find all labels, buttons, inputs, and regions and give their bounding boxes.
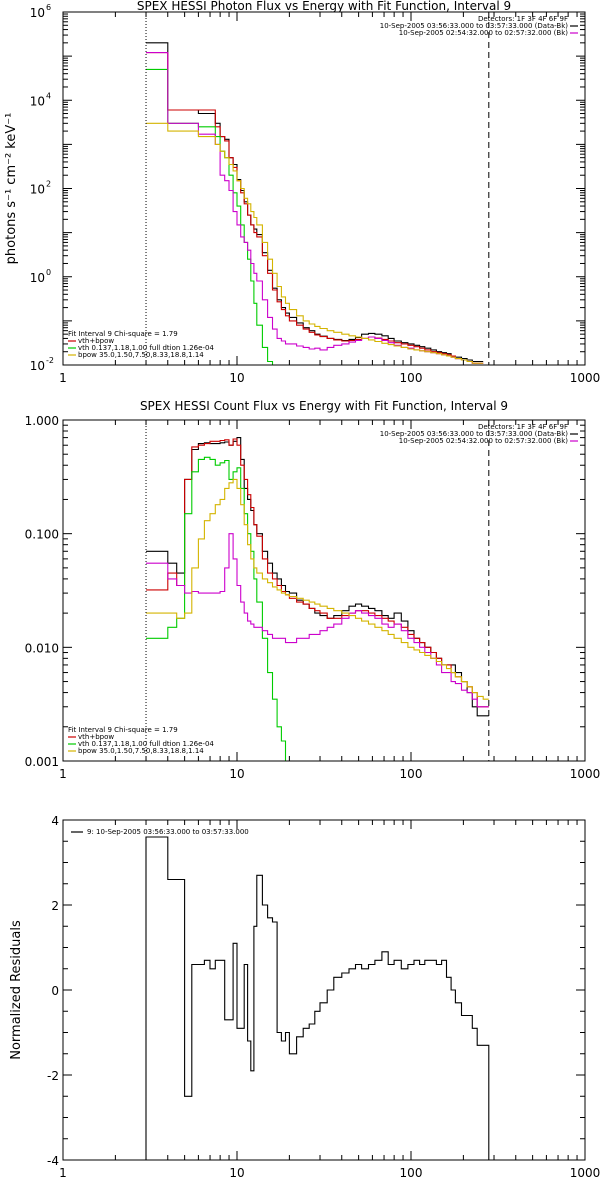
y-tick-label: 10: [30, 94, 45, 108]
legend-bottom-entry: vth 0.137,1.18,1.00 full dtion 1.26e-04: [78, 740, 214, 748]
chart-residuals: 1 10 100 1000 -4 -2 0 2 4 Normalized Residuals 9: …: [9, 814, 600, 1180]
legend-top-entry: 10-Sep-2005 02:54:32.000 to 02:57:32.000…: [399, 437, 569, 445]
x-tick-label: 1: [59, 371, 67, 385]
series-magenta-line: [146, 533, 489, 708]
series-yellow-line: [146, 122, 484, 364]
legend-bottom-entry: vth+bpow: [78, 337, 114, 345]
y-tick-base: 10: [30, 183, 45, 197]
series-green-line: [146, 456, 489, 762]
y-axis-label: Normalized Residuals: [9, 920, 24, 1060]
series-black-line: [146, 437, 489, 717]
series-yellow-line: [146, 478, 489, 700]
series-magenta-line: [146, 52, 484, 364]
x-tick-label: 1000: [570, 767, 600, 781]
plot-frame: [62, 419, 586, 762]
x-tick-label: 10: [229, 1166, 244, 1180]
x-tick-label: 100: [400, 371, 423, 385]
series-black-line: [146, 42, 484, 363]
y-tick-label: -4: [47, 1154, 59, 1168]
x-tick-label: 100: [400, 767, 423, 781]
y-tick-base: 10: [30, 94, 45, 108]
series-black-line: [145, 836, 490, 1160]
legend-bottom-entry: Fit Interval 9 Chi-square = 1.79: [68, 330, 178, 338]
x-tick-label: 1000: [570, 1166, 600, 1180]
y-tick-label: 0.010: [25, 641, 59, 655]
series-red-line: [146, 52, 484, 364]
y-tick-label: 10: [30, 6, 45, 20]
legend-top-entry: 9: 10-Sep-2005 03:56:33.000 to 03:57:33.…: [87, 828, 249, 836]
x-tick-label: 100: [400, 1166, 423, 1180]
legend-bottom-entry: vth 0.137,1.18,1.00 full dtion 1.26e-04: [78, 344, 214, 352]
y-tick-exponent: 4: [46, 91, 51, 100]
x-tick-label: 1000: [570, 371, 600, 385]
legend-bottom-entry: Fit Interval 9 Chi-square = 1.79: [68, 726, 178, 734]
x-tick-label: 10: [229, 371, 244, 385]
chart-count: SPEX HESSI Count Flux vs Energy with Fit…: [25, 399, 600, 781]
legend-top-entry: 10-Sep-2005 03:56:33.000 to 03:57:33.000…: [380, 430, 569, 438]
chart-photon: SPEX HESSI Photon Flux vs Energy with Fi…: [4, 0, 600, 385]
y-tick-label: 10: [30, 271, 45, 285]
y-tick-base: 10: [30, 271, 45, 285]
y-tick-label: 4: [51, 814, 59, 828]
chart-title: SPEX HESSI Count Flux vs Energy with Fit…: [140, 399, 508, 413]
y-tick-base: 10: [30, 6, 45, 20]
y-tick-exponent: -2: [46, 356, 54, 365]
plot-frame: [62, 11, 586, 366]
legend-top-entry: Detectors: 1F 3F 4F 6F 9F: [478, 423, 568, 431]
x-tick-label: 1: [59, 767, 67, 781]
y-tick-label: -2: [47, 1069, 59, 1083]
y-tick-exponent: 6: [46, 3, 51, 12]
series-red-line: [146, 438, 489, 708]
legend-top-entry: Detectors: 1F 3F 4F 6F 9F: [478, 15, 568, 23]
y-tick-label: 2: [51, 899, 59, 913]
legend-bottom-entry: bpow 35.0,1.50,7.50,8.33,18.8,1.14: [78, 747, 204, 755]
y-tick-exponent: 2: [46, 180, 51, 189]
y-axis-label: photons s⁻¹ cm⁻² keV⁻¹: [4, 113, 19, 265]
legend-top-entry: 10-Sep-2005 03:56:33.000 to 03:57:33.000…: [380, 22, 569, 30]
y-tick-label: 0.100: [25, 528, 59, 542]
series-green-line: [146, 68, 484, 366]
y-tick-label: 0.001: [25, 755, 59, 769]
y-tick-label: 1.000: [25, 414, 59, 428]
chart-title: SPEX HESSI Photon Flux vs Energy with Fi…: [137, 0, 511, 13]
legend-bottom-entry: vth+bpow: [78, 733, 114, 741]
y-tick-label: 0: [51, 984, 59, 998]
x-tick-label: 1: [59, 1166, 67, 1180]
legend-top-entry: 10-Sep-2005 02:54:32.000 to 02:57:32.000…: [399, 29, 569, 37]
plot-frame: [62, 819, 586, 1161]
y-tick-label: 10: [30, 359, 45, 373]
x-tick-label: 10: [229, 767, 244, 781]
y-tick-exponent: 0: [46, 268, 51, 277]
y-tick-base: 10: [30, 359, 45, 373]
y-tick-label: 10: [30, 183, 45, 197]
legend-bottom-entry: bpow 35.0,1.50,7.50,8.33,18.8,1.14: [78, 351, 204, 359]
